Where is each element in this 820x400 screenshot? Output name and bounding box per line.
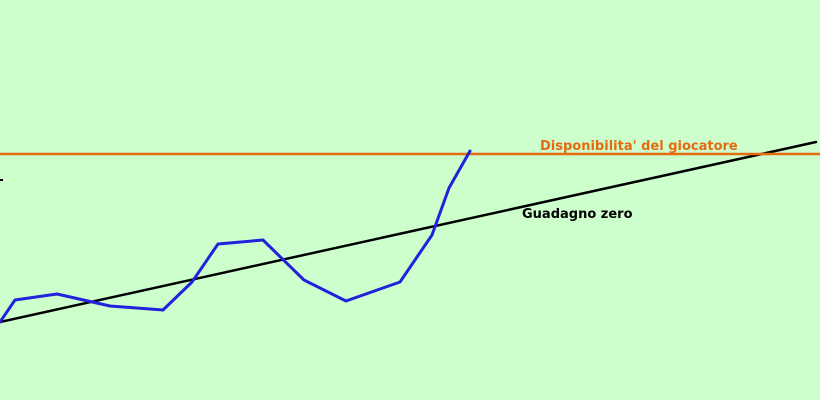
series-line-guadagno-zero — [0, 140, 818, 324]
chart-series — [0, 140, 820, 324]
annotation-disponibilita: Disponibilita' del giocatore — [540, 139, 738, 154]
series-line-player-balance — [0, 149, 472, 324]
chart-annotations: Disponibilita' del giocatore Guadagno zer… — [522, 139, 738, 222]
annotation-guadagno-zero: Guadagno zero — [522, 207, 633, 222]
